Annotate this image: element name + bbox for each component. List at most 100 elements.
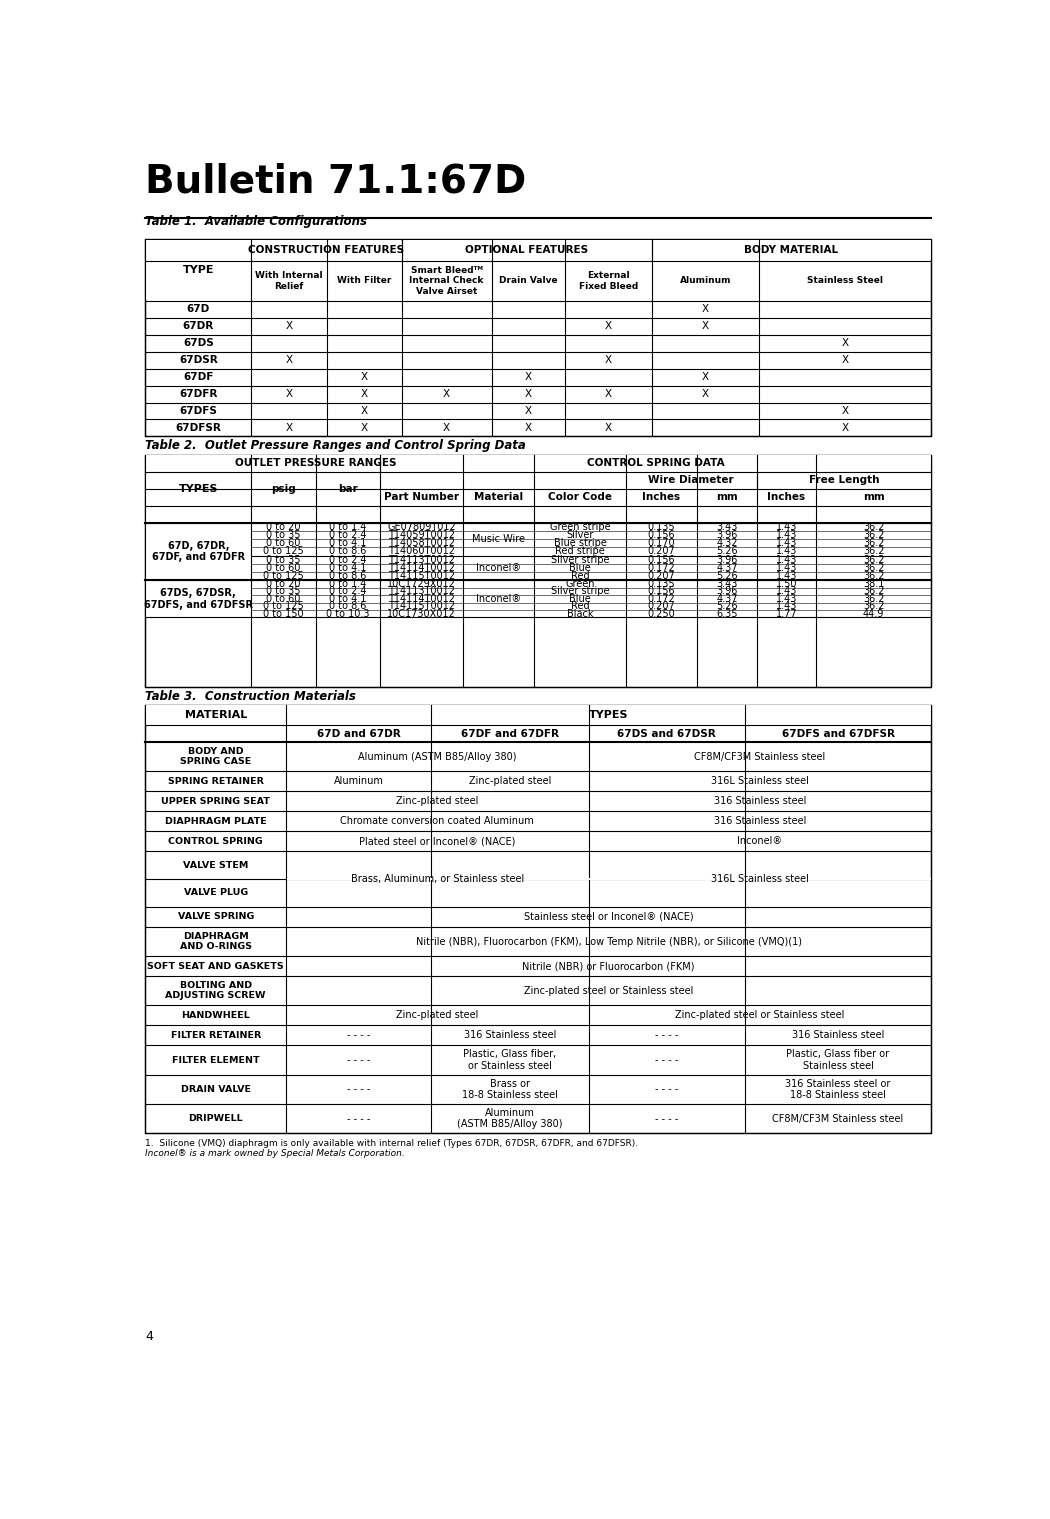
Text: 36.2: 36.2 <box>863 547 884 556</box>
Text: Inches: Inches <box>643 492 680 503</box>
Text: X: X <box>702 304 709 314</box>
Text: 0 to 1.4: 0 to 1.4 <box>329 579 366 589</box>
Text: 67DFS and 67DFSR: 67DFS and 67DFSR <box>781 729 895 738</box>
Bar <box>146 456 251 523</box>
Text: Brass, Aluminum, or Stainless steel: Brass, Aluminum, or Stainless steel <box>351 873 524 884</box>
Text: BODY MATERIAL: BODY MATERIAL <box>744 245 839 255</box>
Text: - - - -: - - - - <box>346 1085 371 1094</box>
Text: 0 to 1.4: 0 to 1.4 <box>329 521 366 532</box>
Text: 36.2: 36.2 <box>863 530 884 539</box>
Text: 67D, 67DR,
67DF, and 67DFR: 67D, 67DR, 67DF, and 67DFR <box>151 541 245 562</box>
Text: Aluminum (ASTM B85/Alloy 380): Aluminum (ASTM B85/Alloy 380) <box>358 752 517 761</box>
Text: 0 to 125: 0 to 125 <box>264 547 303 556</box>
Text: 0 to 60: 0 to 60 <box>267 564 300 573</box>
Text: 1.77: 1.77 <box>776 609 797 618</box>
Text: OUTLET PRESSURE RANGES: OUTLET PRESSURE RANGES <box>235 459 397 468</box>
Text: 316L Stainless steel: 316L Stainless steel <box>711 776 808 787</box>
Text: X: X <box>702 322 709 331</box>
Text: SPRING RETAINER: SPRING RETAINER <box>168 776 264 785</box>
Text: T14059T0012: T14059T0012 <box>387 530 455 539</box>
Text: 0.207: 0.207 <box>648 571 675 582</box>
Text: 316 Stainless steel: 316 Stainless steel <box>792 1030 884 1041</box>
Text: 1.43: 1.43 <box>776 530 797 539</box>
Text: 36.2: 36.2 <box>863 554 884 565</box>
Text: T14058T0012: T14058T0012 <box>387 538 455 548</box>
Text: bar: bar <box>338 483 358 494</box>
Text: DIAPHRAGM
AND O-RINGS: DIAPHRAGM AND O-RINGS <box>180 931 252 951</box>
Text: X: X <box>286 355 293 365</box>
Bar <box>287 878 930 880</box>
Text: 1.43: 1.43 <box>776 602 797 611</box>
Text: 0 to 150: 0 to 150 <box>264 609 303 618</box>
Text: 5.26: 5.26 <box>716 602 738 611</box>
Text: Nitrile (NBR), Fluorocarbon (FKM), Low Temp Nitrile (NBR), or Silicone (VMQ)(1): Nitrile (NBR), Fluorocarbon (FKM), Low T… <box>416 937 801 946</box>
Text: 3.96: 3.96 <box>716 554 737 565</box>
Text: X: X <box>841 406 848 416</box>
Text: Chromate conversion coated Aluminum: Chromate conversion coated Aluminum <box>340 816 534 826</box>
Text: Stainless Steel: Stainless Steel <box>807 276 883 286</box>
Text: 67DSR: 67DSR <box>178 355 217 365</box>
Text: 67DFSR: 67DFSR <box>175 422 222 433</box>
Text: SOFT SEAT AND GASKETS: SOFT SEAT AND GASKETS <box>147 962 285 971</box>
Text: 3.96: 3.96 <box>716 530 737 539</box>
Text: Red stripe: Red stripe <box>555 547 605 556</box>
Text: 0 to 20: 0 to 20 <box>267 521 300 532</box>
Text: 1.43: 1.43 <box>776 521 797 532</box>
Text: Smart Bleedᵀᴹ
Internal Check
Valve Airset: Smart Bleedᵀᴹ Internal Check Valve Airse… <box>410 266 484 296</box>
Text: Green: Green <box>565 579 594 589</box>
Text: 67DFS: 67DFS <box>180 406 217 416</box>
Text: Inconel®: Inconel® <box>476 594 521 605</box>
Text: Zinc-plated steel or Stainless steel: Zinc-plated steel or Stainless steel <box>524 986 693 996</box>
Text: X: X <box>525 372 532 383</box>
Text: FILTER RETAINER: FILTER RETAINER <box>170 1031 260 1041</box>
Bar <box>146 705 286 725</box>
Text: mm: mm <box>716 492 738 503</box>
Bar <box>463 580 533 617</box>
Text: CONTROL SPRING DATA: CONTROL SPRING DATA <box>587 459 724 468</box>
Text: 5.26: 5.26 <box>716 571 738 582</box>
Text: 0.172: 0.172 <box>648 594 675 605</box>
Text: 0.135: 0.135 <box>648 521 675 532</box>
Text: 0 to 20: 0 to 20 <box>267 579 300 589</box>
Text: Drain Valve: Drain Valve <box>499 276 558 286</box>
Text: X: X <box>702 372 709 383</box>
Text: TYPE: TYPE <box>183 264 214 275</box>
Text: 0 to 8.6: 0 to 8.6 <box>329 602 366 611</box>
Text: 1.43: 1.43 <box>776 554 797 565</box>
Text: 0.172: 0.172 <box>648 564 675 573</box>
Text: CONSTRUCTION FEATURES: CONSTRUCTION FEATURES <box>249 245 404 255</box>
Text: Color Code: Color Code <box>548 492 612 503</box>
Bar <box>252 472 315 506</box>
Text: 0.207: 0.207 <box>648 547 675 556</box>
Text: DIAPHRAGM PLATE: DIAPHRAGM PLATE <box>165 817 267 826</box>
Text: psig: psig <box>271 483 296 494</box>
Bar <box>757 472 930 488</box>
Text: 0 to 4.1: 0 to 4.1 <box>329 538 366 548</box>
Text: X: X <box>286 389 293 399</box>
Text: Table 3.  Construction Materials: Table 3. Construction Materials <box>145 690 356 703</box>
Text: 10C1730X012: 10C1730X012 <box>387 609 456 618</box>
Text: Inches: Inches <box>768 492 805 503</box>
Bar <box>626 472 756 488</box>
Text: T14115T0012: T14115T0012 <box>387 602 455 611</box>
Text: 316 Stainless steel or
18-8 Stainless steel: 316 Stainless steel or 18-8 Stainless st… <box>785 1078 890 1100</box>
Text: X: X <box>443 389 450 399</box>
Bar <box>463 523 533 556</box>
Text: CONTROL SPRING: CONTROL SPRING <box>168 837 264 846</box>
Text: X: X <box>525 389 532 399</box>
Text: Wire Diameter: Wire Diameter <box>649 475 734 485</box>
Text: TYPES: TYPES <box>589 709 628 720</box>
Text: 0.207: 0.207 <box>648 602 675 611</box>
Text: X: X <box>605 389 612 399</box>
Text: BOLTING AND
ADJUSTING SCREW: BOLTING AND ADJUSTING SCREW <box>166 981 266 1001</box>
Text: Plated steel or Inconel® (NACE): Plated steel or Inconel® (NACE) <box>359 837 516 846</box>
Text: T14113T0012: T14113T0012 <box>388 586 455 597</box>
Text: VALVE PLUG: VALVE PLUG <box>184 889 248 898</box>
Text: 67DF: 67DF <box>183 372 213 383</box>
Text: T14060T0012: T14060T0012 <box>388 547 455 556</box>
Bar <box>145 454 931 687</box>
Text: Blue: Blue <box>569 594 591 605</box>
Text: 67DS: 67DS <box>183 339 213 348</box>
Text: Green stripe: Green stripe <box>549 521 610 532</box>
Text: - - - -: - - - - <box>655 1085 678 1094</box>
